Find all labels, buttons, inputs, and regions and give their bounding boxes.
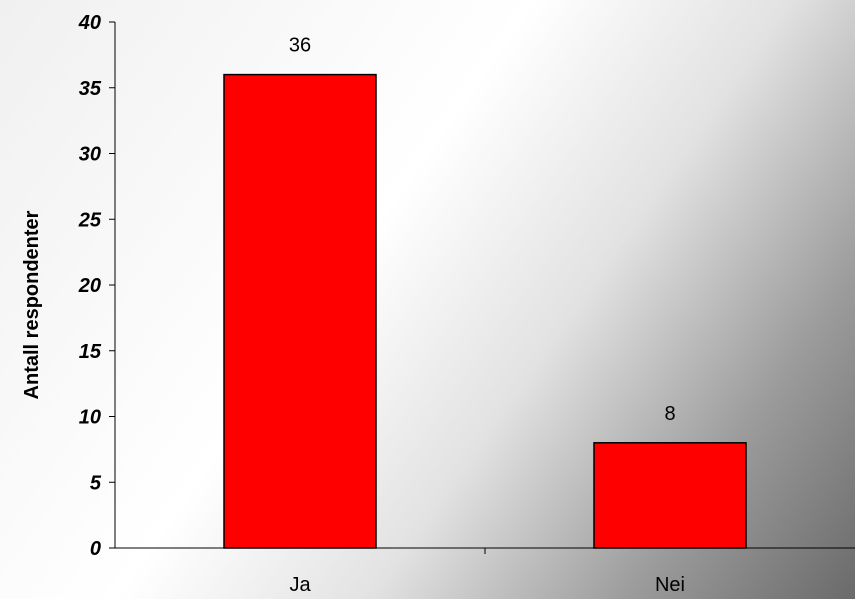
y-tick-label: 25 <box>78 209 102 231</box>
bar-nei <box>593 442 747 549</box>
y-tick-label: 35 <box>79 78 102 100</box>
data-labels: 36 8 <box>289 35 676 425</box>
data-label-ja: 36 <box>289 35 311 57</box>
x-tick-label-nei: Nei <box>655 574 685 596</box>
y-tick-label: 5 <box>90 472 102 494</box>
bars <box>223 73 747 549</box>
y-tick-label: 10 <box>79 407 101 429</box>
x-tick-label-ja: Ja <box>289 574 311 596</box>
y-ticks: 0 5 10 15 20 25 30 35 40 <box>78 12 115 560</box>
y-tick-label: 40 <box>78 12 101 34</box>
y-tick-label: 15 <box>79 341 102 363</box>
x-ticks: Ja Nei <box>289 548 685 596</box>
bar-ja <box>223 73 377 549</box>
y-tick-label: 30 <box>79 144 101 166</box>
data-label-nei: 8 <box>664 403 675 425</box>
y-tick-label: 0 <box>90 538 101 560</box>
y-axis-label: Antall respondenter <box>21 210 43 399</box>
y-tick-label: 20 <box>78 275 101 297</box>
